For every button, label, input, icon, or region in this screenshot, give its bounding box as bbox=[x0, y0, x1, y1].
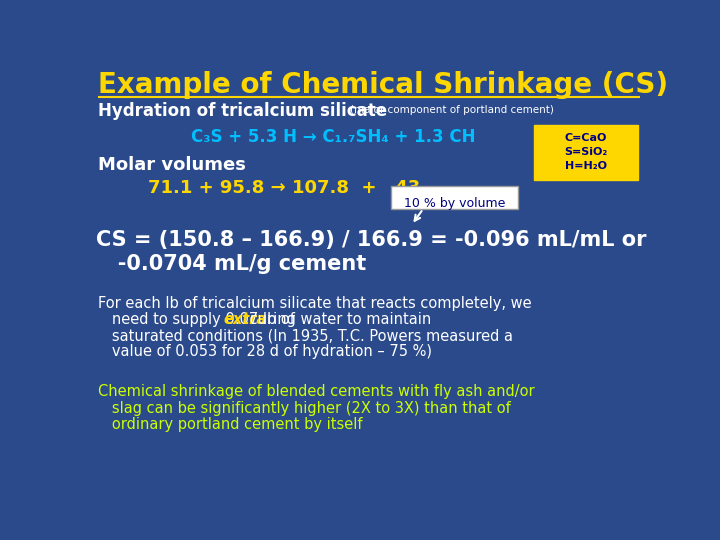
FancyBboxPatch shape bbox=[534, 125, 638, 180]
Text: -0.0704 mL/g cement: -0.0704 mL/g cement bbox=[96, 254, 366, 274]
Text: curing water to maintain: curing water to maintain bbox=[245, 312, 431, 327]
Text: (major component of portland cement): (major component of portland cement) bbox=[351, 105, 554, 115]
Text: Example of Chemical Shrinkage (CS): Example of Chemical Shrinkage (CS) bbox=[98, 71, 668, 99]
Text: C=CaO
S=SiO₂
H=H₂O: C=CaO S=SiO₂ H=H₂O bbox=[564, 132, 608, 171]
Text: Chemical shrinkage of blended cements with fly ash and/or: Chemical shrinkage of blended cements wi… bbox=[98, 384, 534, 400]
Text: CS = (150.8 – 166.9) / 166.9 = -0.096 mL/mL or: CS = (150.8 – 166.9) / 166.9 = -0.096 mL… bbox=[96, 231, 647, 251]
Text: For each lb of tricalcium silicate that reacts completely, we: For each lb of tricalcium silicate that … bbox=[98, 296, 531, 311]
Text: 71.1 + 95.8 → 107.8  +   43: 71.1 + 95.8 → 107.8 + 43 bbox=[148, 179, 420, 197]
Text: extra: extra bbox=[223, 312, 266, 327]
Text: value of 0.053 for 28 d of hydration – 75 %): value of 0.053 for 28 d of hydration – 7… bbox=[98, 345, 432, 359]
Text: Molar volumes: Molar volumes bbox=[98, 156, 246, 174]
Text: C₃S + 5.3 H → C₁.₇SH₄ + 1.3 CH: C₃S + 5.3 H → C₁.₇SH₄ + 1.3 CH bbox=[191, 128, 475, 146]
Text: ordinary portland cement by itself: ordinary portland cement by itself bbox=[98, 417, 362, 431]
FancyBboxPatch shape bbox=[391, 186, 518, 209]
Text: 10 % by volume: 10 % by volume bbox=[404, 197, 505, 210]
Text: saturated conditions (In 1935, T.C. Powers measured a: saturated conditions (In 1935, T.C. Powe… bbox=[98, 328, 513, 343]
Text: Hydration of tricalcium silicate: Hydration of tricalcium silicate bbox=[98, 102, 387, 120]
Text: slag can be significantly higher (2X to 3X) than that of: slag can be significantly higher (2X to … bbox=[98, 401, 510, 415]
Text: need to supply 0.07 lb of: need to supply 0.07 lb of bbox=[98, 312, 300, 327]
